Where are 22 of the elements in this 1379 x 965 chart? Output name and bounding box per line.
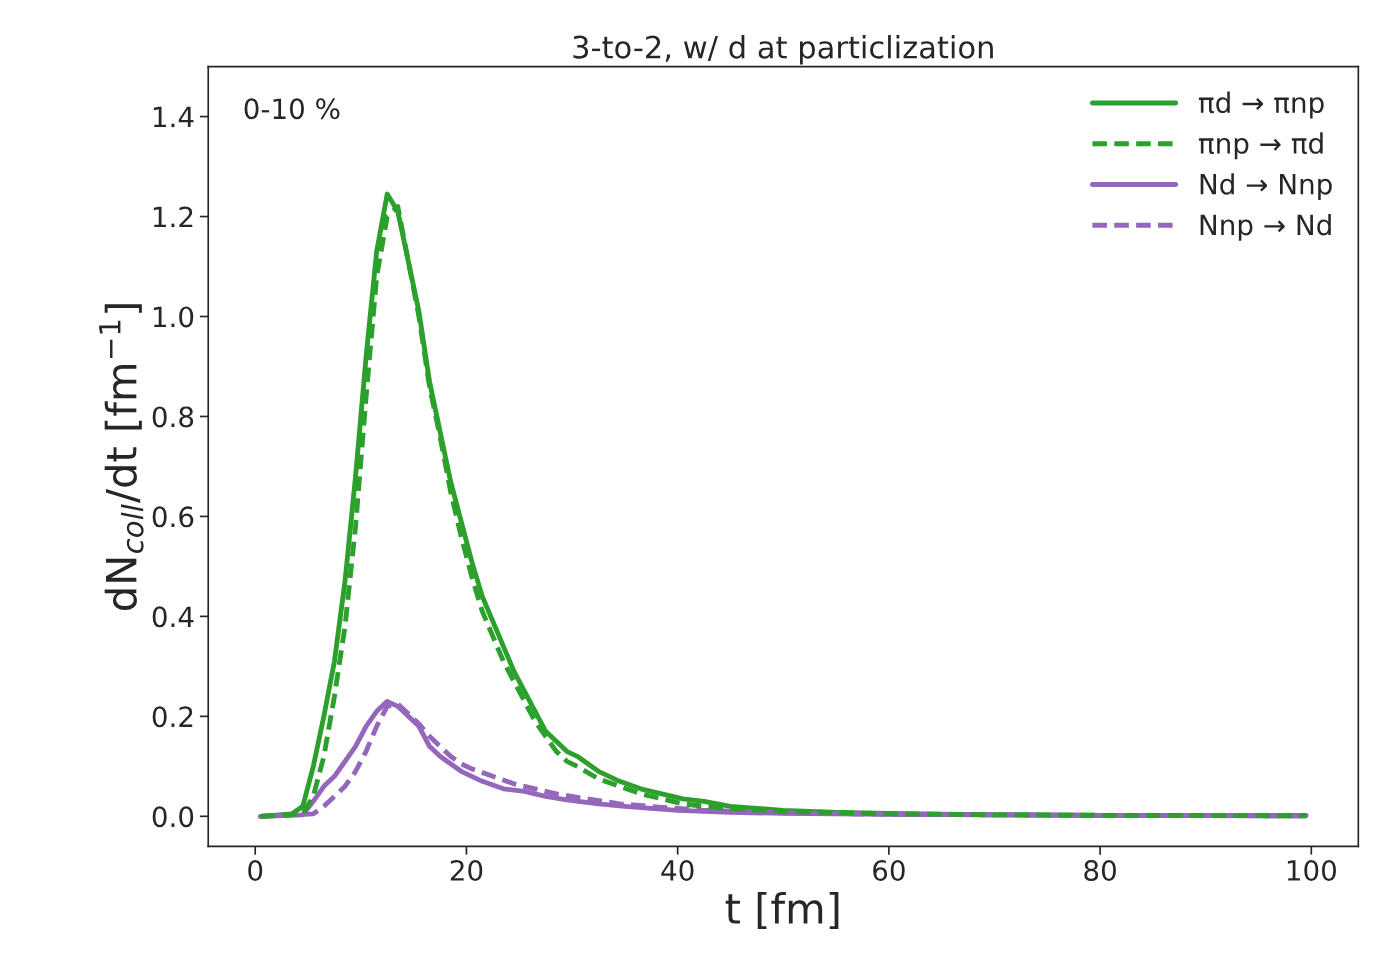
y-tick-label: 0.6 — [152, 506, 194, 528]
legend-label: Nd → Nnp — [1200, 173, 1332, 201]
x-axis-title: t [fm] — [725, 891, 839, 930]
y-tick-label: 1.2 — [153, 206, 193, 228]
x-tick-label: 100 — [1287, 859, 1336, 881]
y-tick-label: 1.0 — [153, 306, 194, 328]
chart-title: 3-to-2, w/ d at particlization — [573, 35, 993, 65]
legend-label: πnp → πd — [1198, 132, 1323, 160]
x-tick-label: 0 — [248, 859, 263, 881]
y-tick-label: 0.0 — [152, 806, 194, 828]
x-tick-label: 20 — [450, 859, 483, 881]
y-axis-title: dN$_{coll}$/dt [fm$^{−1}$] — [99, 304, 144, 610]
y-tick-label: 0.4 — [152, 606, 194, 628]
annotation: 0-10 % — [244, 98, 340, 120]
y-tick-label: 0.2 — [152, 706, 193, 728]
x-tick-label: 40 — [661, 859, 694, 881]
y-tick-label: 0.8 — [152, 406, 194, 428]
y-tick-label: 1.4 — [153, 106, 194, 128]
legend-label: Nnp → Nd — [1200, 213, 1331, 241]
x-tick-label: 80 — [1084, 859, 1116, 881]
x-tick-label: 60 — [873, 859, 905, 881]
legend-label: πd → πnp — [1198, 91, 1324, 119]
